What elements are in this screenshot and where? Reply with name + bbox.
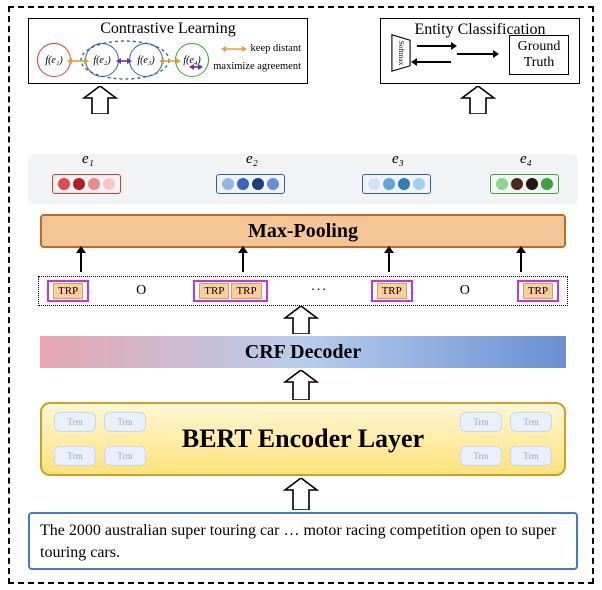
trm-node: Trm <box>54 412 96 432</box>
legend-max-label: maximize agreement <box>213 61 301 72</box>
contrastive-learning-box: Contrastive Learning f(e₁) f(e₂) f(e₃) f… <box>28 18 308 84</box>
ec-mid-arrow <box>457 53 493 55</box>
maxpool-box: Max-Pooling <box>40 214 566 248</box>
cl-keep-arrow-right <box>159 57 181 65</box>
trm-node: Trm <box>104 412 146 432</box>
trp-group-3: TRP <box>371 280 413 302</box>
softmax-to-gt-arrow <box>417 45 451 47</box>
entity-e3 <box>362 174 431 194</box>
trp-group-4: TRP <box>517 280 559 302</box>
arrow-trp4-pool <box>520 252 522 272</box>
bert-encoder-box: Trm Trm Trm Trm Trm Trm Trm Trm BERT Enc… <box>40 402 566 476</box>
trm-node: Trm <box>460 446 502 466</box>
trm-node: Trm <box>54 446 96 466</box>
trm-node: Trm <box>460 412 502 432</box>
input-sentence-box: The 2000 australian super touring car … … <box>28 512 578 570</box>
arrow-trp2-pool <box>242 252 244 272</box>
softmax-icon: Softmax <box>389 33 413 73</box>
trp-group-1: TRP <box>47 280 89 302</box>
trp-tag: TRP <box>377 283 407 299</box>
trp-tag: TRP <box>53 283 83 299</box>
trp-group-2: TRPTRP <box>193 280 267 302</box>
svg-text:Softmax: Softmax <box>397 41 405 66</box>
entity-label-e1: e₁ <box>82 151 94 168</box>
contrastive-title: Contrastive Learning <box>29 20 307 38</box>
ellipsis: ··· <box>311 283 328 299</box>
arrow-bert-to-crf <box>283 370 319 400</box>
arrow-crf-to-trp <box>283 306 319 334</box>
gt-to-softmax-arrow <box>417 61 451 63</box>
entity-e4 <box>490 174 559 194</box>
trm-node: Trm <box>510 412 552 432</box>
trp-tag: TRP <box>199 283 229 299</box>
arrow-entities-to-ec <box>460 86 496 114</box>
o-tag: O <box>456 283 474 299</box>
trp-tag: TRP <box>523 283 553 299</box>
ground-truth-box: Ground Truth <box>509 35 569 75</box>
arrow-input-to-bert <box>283 478 319 510</box>
cl-circle-e1: f(e₁) <box>37 43 71 77</box>
entity-label-e3: e₃ <box>392 151 404 168</box>
trm-node: Trm <box>510 446 552 466</box>
o-tag: O <box>132 283 150 299</box>
entity-label-e2: e₂ <box>246 151 258 168</box>
cl-max-arrow <box>116 57 132 65</box>
legend-keep: keep distant <box>221 43 301 54</box>
entity-classification-box: Entity Classification Softmax Ground Tru… <box>380 18 580 84</box>
trp-strip: TRP O TRPTRP ··· TRP O TRP <box>38 276 568 306</box>
trm-node: Trm <box>104 446 146 466</box>
entity-e1 <box>52 174 121 194</box>
arrow-trp3-pool <box>388 252 390 272</box>
legend-max: maximize agreement <box>183 61 301 72</box>
entity-label-e4: e₄ <box>520 151 532 168</box>
arrow-entities-to-cl <box>82 86 118 114</box>
bert-title: BERT Encoder Layer <box>182 424 424 454</box>
trp-tag: TRP <box>231 283 261 299</box>
arrow-trp1-pool <box>80 252 82 272</box>
crf-decoder-box: CRF Decoder <box>40 336 566 368</box>
diagram-frame: Contrastive Learning f(e₁) f(e₂) f(e₃) f… <box>8 6 594 584</box>
legend-keep-label: keep distant <box>251 43 301 54</box>
entity-e2 <box>216 174 285 194</box>
cl-keep-arrow-left <box>67 57 89 65</box>
